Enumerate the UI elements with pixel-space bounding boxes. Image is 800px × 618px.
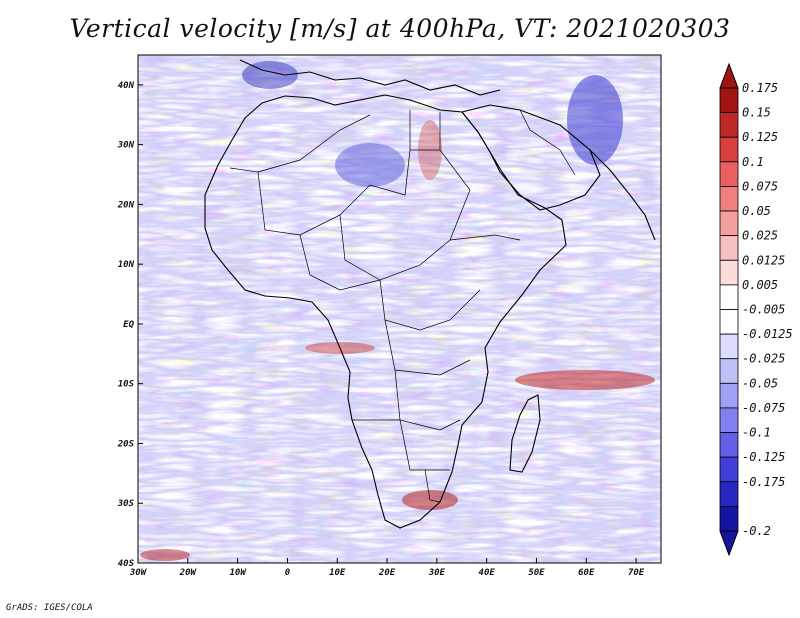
colorbar-swatch [719, 432, 739, 458]
country-borders [229, 109, 576, 503]
map-title: Vertical velocity [m/s] at 400hPa, VT: 2… [69, 14, 731, 43]
colorbar-swatch [719, 112, 739, 138]
lat-tick-label: 20S [117, 439, 135, 449]
madagascar-coast [509, 394, 541, 473]
ascent-patch-north [242, 61, 298, 89]
lon-tick-label: 50E [528, 568, 545, 578]
colorbar-swatch [719, 259, 739, 286]
colorbar-label: -0.025 [742, 352, 785, 366]
colorbar-label: -0.0125 [742, 327, 793, 341]
vertical-velocity-field [138, 55, 661, 563]
lat-tick-label: 10N [118, 260, 135, 270]
arabia-coast [461, 104, 601, 211]
colorbar-label: 0.005 [742, 278, 778, 292]
lon-tick-label: 20E [378, 568, 396, 578]
longitude-axis: 30W 20W 10W 0 10E 20E 30E 40E 50E 60E 70E [129, 558, 645, 578]
colorbar-label: -0.125 [742, 450, 785, 464]
colorbar-label: 0.125 [742, 130, 778, 144]
asia-coast [589, 149, 656, 241]
lat-tick-label: 10S [118, 380, 135, 390]
colorbar-label: -0.175 [742, 475, 785, 489]
strong-ascent-patch [567, 75, 623, 165]
colorbar-swatch [719, 284, 739, 310]
colorbar-label: 0.075 [742, 179, 778, 193]
lat-tick-label: EQ [123, 320, 134, 330]
colorbar-swatch [719, 309, 739, 335]
colorbar-label: 0.0125 [742, 253, 785, 267]
colorbar-swatch [719, 333, 739, 360]
lon-tick-label: 0 [285, 568, 291, 578]
colorbar-label: 0.15 [742, 106, 771, 120]
colorbar-swatch [719, 505, 739, 532]
colorbar-label: 0.175 [742, 81, 778, 95]
colorbar-label: 0.025 [742, 229, 778, 243]
lat-tick-label: 40S [118, 559, 135, 569]
lat-tick-label: 40N [118, 81, 135, 91]
colorbar-swatch [719, 456, 739, 483]
colorbar-label: -0.075 [742, 401, 785, 415]
credit-text: GrADS: IGES/COLA [6, 603, 93, 613]
lat-tick-label: 30N [117, 141, 135, 151]
lat-tick-label: 30S [117, 499, 135, 509]
colorbar-bottom-arrow [719, 530, 739, 557]
lon-tick-label: 30W [129, 568, 148, 578]
colorbar-swatch [719, 358, 739, 384]
coastlines [204, 59, 656, 529]
latitude-axis: 40N 30N 20N 10N EQ 10S 20S 30S 40S [117, 81, 143, 569]
colorbar-swatch [719, 382, 739, 409]
lon-tick-label: 40E [479, 568, 496, 578]
colorbar-swatch [719, 235, 739, 261]
colorbar-label: -0.1 [742, 426, 771, 440]
lon-tick-label: 10E [329, 568, 346, 578]
plot-frame [137, 54, 662, 564]
colorbar-swatch [719, 407, 739, 433]
colorbar-swatch [719, 481, 739, 507]
colorbar-label: -0.005 [742, 303, 785, 317]
europe-coast [239, 59, 501, 96]
africa-coast [204, 94, 567, 529]
descent-patch-southwest [140, 549, 190, 561]
colorbar: 0.175 0.15 0.125 0.1 0.075 0.05 0.025 0.0125 0.0… [719, 62, 793, 557]
descent-band-indian-ocean [515, 370, 655, 390]
colorbar-swatch [719, 87, 739, 114]
lon-tick-label: 60E [578, 568, 595, 578]
ascent-patch-sahara [335, 143, 405, 187]
colorbar-swatch [719, 161, 739, 187]
lon-tick-label: 30E [428, 568, 446, 578]
colorbar-swatch [719, 136, 739, 163]
lon-tick-label: 20W [179, 568, 198, 578]
colorbar-top-arrow [719, 62, 739, 89]
colorbar-label: 0.1 [742, 155, 764, 169]
colorbar-label: 0.05 [742, 204, 771, 218]
colorbar-label: -0.2 [742, 524, 771, 538]
colorbar-swatch [719, 186, 739, 212]
colorbar-swatch [719, 210, 739, 237]
lon-tick-label: 70E [628, 568, 645, 578]
lon-tick-label: 10W [229, 568, 247, 578]
lat-tick-label: 20N [117, 200, 135, 210]
colorbar-label: -0.05 [742, 376, 778, 390]
